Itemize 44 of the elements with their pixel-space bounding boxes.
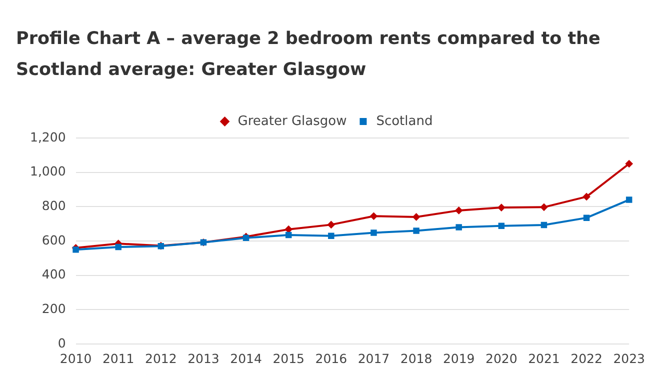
point [370, 230, 377, 236]
y-tick-label: 0 [58, 335, 66, 350]
x-tick-label: 2012 [145, 350, 177, 366]
point [583, 214, 590, 221]
y-tick-label: 800 [42, 198, 66, 213]
point [413, 228, 420, 234]
x-tick-label: 2011 [102, 350, 134, 366]
point [285, 226, 292, 233]
x-tick-label: 2019 [442, 350, 475, 366]
point [370, 212, 378, 220]
point [498, 204, 505, 212]
x-tick-label: 2014 [230, 350, 262, 366]
point [626, 160, 633, 168]
point [498, 222, 505, 230]
x-tick-label: 2013 [188, 350, 220, 366]
point [583, 193, 590, 200]
y-tick-label: 400 [42, 266, 66, 282]
point [412, 213, 420, 220]
point [455, 206, 462, 214]
x-tick-label: 2010 [60, 350, 92, 366]
legend-label: Greater Glasgow [238, 114, 348, 129]
x-tick-label: 2015 [272, 350, 304, 366]
y-tick-label: 600 [42, 232, 66, 248]
x-tick-label: 2018 [400, 350, 432, 366]
x-tick-label: 2017 [358, 350, 390, 366]
x-tick-label: 2022 [570, 350, 602, 366]
point [115, 244, 122, 250]
y-tick-label: 1,000 [30, 164, 66, 179]
point [72, 246, 79, 253]
y-tick-label: 200 [42, 300, 66, 316]
point [328, 232, 334, 239]
y-tick-label: 1,200 [30, 129, 66, 144]
x-tick-label: 2021 [528, 350, 560, 366]
point [456, 224, 462, 230]
point [626, 196, 632, 203]
chart-title: Profile Chart A – average 2 bedroom rents compared to the Scotland average: Greater Glasgow [16, 28, 602, 82]
x-tick-label: 2016 [315, 350, 348, 366]
x-tick-label: 2023 [613, 350, 645, 366]
point [540, 204, 548, 211]
legend-label: Scotland [376, 114, 433, 129]
x-tick-label: 2020 [486, 350, 518, 366]
point [540, 222, 548, 228]
point [285, 232, 292, 238]
point [328, 221, 335, 228]
